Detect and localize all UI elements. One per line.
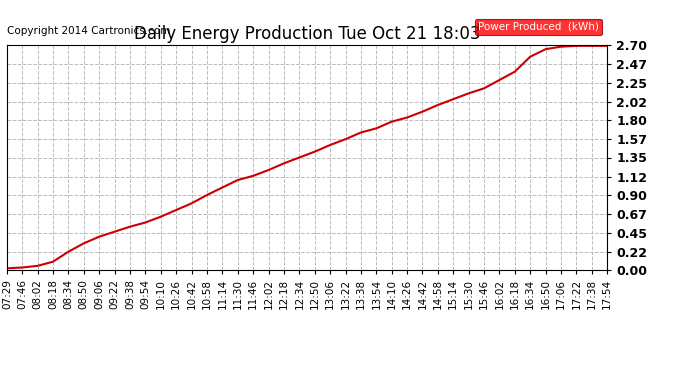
Legend: Power Produced  (kWh): Power Produced (kWh): [475, 19, 602, 35]
Title: Daily Energy Production Tue Oct 21 18:03: Daily Energy Production Tue Oct 21 18:03: [134, 26, 480, 44]
Text: Copyright 2014 Cartronics.com: Copyright 2014 Cartronics.com: [7, 26, 170, 36]
